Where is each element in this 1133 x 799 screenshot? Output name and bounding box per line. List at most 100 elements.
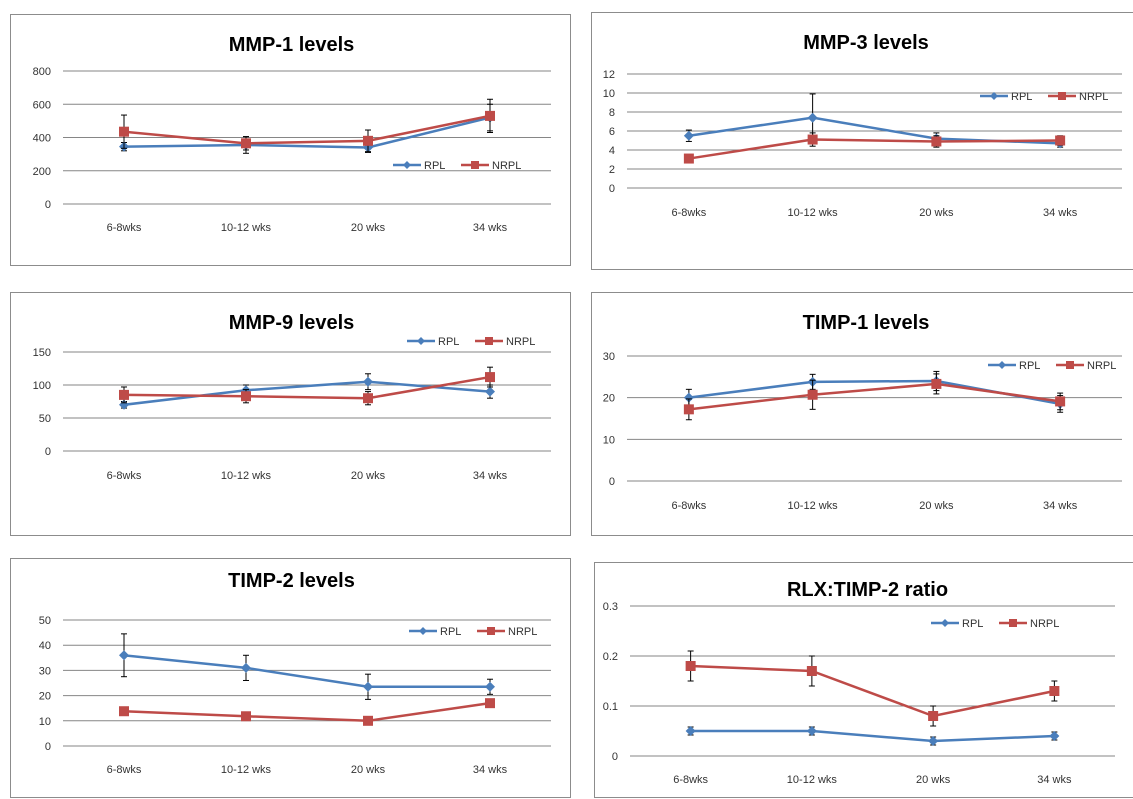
x-tick-label: 6-8wks (671, 207, 706, 219)
y-tick-label: 100 (33, 380, 51, 392)
chart-panel-mmp9: MMP-9 levels 0 50 100 150 6-8wks 10-12 wks 20 w… (10, 292, 571, 536)
y-tick-label: 200 (33, 166, 51, 178)
data-point-nrpl (807, 389, 818, 400)
y-tick-label: 10 (603, 434, 615, 446)
legend-marker-rpl (417, 337, 425, 345)
x-tick-label: 34 wks (1043, 207, 1078, 219)
x-tick-label: 6-8wks (107, 764, 142, 776)
x-tick-label: 34 wks (473, 764, 508, 776)
y-tick-label: 10 (603, 88, 615, 100)
data-point-nrpl (363, 393, 373, 404)
y-tick-label: 30 (603, 351, 615, 363)
data-point-rpl (683, 392, 694, 403)
y-tick-label: 30 (39, 665, 51, 677)
chart-title: TIMP-1 levels (803, 312, 930, 334)
x-tick-label: 34 wks (1037, 774, 1072, 786)
legend-label: NRPL (1079, 91, 1108, 103)
y-tick-label: 8 (609, 107, 615, 119)
data-point-nrpl (1055, 396, 1066, 407)
data-point-nrpl (241, 391, 251, 402)
y-tick-label: 0 (612, 751, 618, 763)
chart-title: MMP-1 levels (229, 34, 355, 56)
x-tick-label: 20 wks (919, 207, 954, 219)
data-point-rpl (1049, 731, 1060, 741)
y-tick-label: 4 (609, 145, 615, 157)
data-point-nrpl (363, 135, 373, 146)
data-point-nrpl (928, 711, 939, 721)
legend-marker-nrpl (485, 337, 493, 345)
legend-label: NRPL (1087, 360, 1116, 372)
chart-svg-timp2: TIMP-2 levels 0 10 20 30 40 50 6-8wks 10-12 wks 2… (39, 570, 551, 776)
chart-title: MMP-3 levels (803, 32, 929, 54)
data-point-nrpl (119, 389, 129, 400)
legend-label: NRPL (492, 160, 521, 172)
y-tick-label: 6 (609, 126, 615, 138)
y-tick-label: 0 (609, 476, 615, 488)
data-point-nrpl (485, 110, 495, 121)
legend-label: RPL (438, 336, 459, 348)
y-tick-label: 0 (45, 446, 51, 458)
legend-marker-nrpl (487, 627, 495, 635)
data-point-rpl (928, 736, 939, 746)
chart-title: MMP-9 levels (229, 312, 355, 334)
data-point-rpl (485, 681, 495, 692)
data-point-rpl (685, 726, 696, 736)
chart-svg-mmp3: MMP-3 levels 0 2 4 6 8 10 12 6-8wks 10-12 wks 20 w… (603, 32, 1122, 219)
x-tick-label: 20 wks (351, 470, 386, 482)
data-point-nrpl (119, 706, 129, 717)
y-tick-label: 0.3 (603, 601, 618, 613)
legend-label: NRPL (508, 626, 537, 638)
x-tick-label: 6-8wks (107, 222, 142, 234)
chart-title: TIMP-2 levels (228, 570, 355, 592)
series-line-rpl (123, 116, 491, 149)
chart-panel-timp2: TIMP-2 levels 0 10 20 30 40 50 6-8wks 10-12 wks 2… (10, 558, 571, 798)
data-point-nrpl (363, 715, 373, 726)
y-tick-label: 150 (33, 347, 51, 359)
legend-label: RPL (1011, 91, 1032, 103)
y-tick-label: 0.2 (603, 651, 618, 663)
data-point-nrpl (806, 666, 817, 676)
data-point-rpl (683, 130, 694, 141)
data-point-nrpl (241, 138, 251, 149)
y-tick-label: 800 (33, 66, 51, 78)
legend-marker-nrpl (1009, 619, 1017, 627)
y-tick-label: 2 (609, 164, 615, 176)
x-tick-label: 34 wks (473, 222, 508, 234)
chart-svg-rlx-timp2-ratio: RLX:TIMP-2 ratio 0 0.1 0.2 0.3 6-8wks 10-12 wk… (603, 579, 1115, 786)
data-point-rpl (363, 681, 373, 692)
chart-title: RLX:TIMP-2 ratio (787, 579, 948, 601)
data-point-rpl (485, 386, 495, 397)
series-line-rpl (123, 654, 490, 689)
data-point-nrpl (683, 404, 694, 415)
x-tick-label: 34 wks (473, 470, 508, 482)
y-tick-label: 12 (603, 69, 615, 81)
y-tick-label: 20 (39, 691, 51, 703)
data-point-nrpl (683, 153, 694, 164)
y-tick-label: 20 (603, 393, 615, 405)
series-line-nrpl (123, 114, 491, 145)
legend-label: RPL (962, 618, 983, 630)
data-point-nrpl (931, 378, 942, 389)
chart-panel-mmp3: MMP-3 levels 0 2 4 6 8 10 12 6-8wks 10-12 wks 20 w… (591, 12, 1133, 270)
series-line-nrpl (123, 701, 491, 723)
legend-label: NRPL (1030, 618, 1059, 630)
x-tick-label: 6-8wks (671, 500, 706, 512)
data-point-rpl (119, 650, 129, 661)
legend-marker-rpl (403, 161, 411, 169)
y-tick-label: 50 (39, 615, 51, 627)
series-line-nrpl (123, 375, 491, 400)
data-point-nrpl (1049, 686, 1060, 696)
chart-panel-rlx-timp2-ratio: RLX:TIMP-2 ratio 0 0.1 0.2 0.3 6-8wks 10-12 wk… (594, 562, 1133, 798)
legend-marker-rpl (419, 627, 427, 635)
chart-svg-timp1: TIMP-1 levels 0 10 20 30 6-8wks 10-12 wks 20 wk… (603, 312, 1122, 512)
legend-label: NRPL (506, 336, 535, 348)
x-tick-label: 20 wks (916, 774, 951, 786)
y-tick-label: 0.1 (603, 701, 618, 713)
x-tick-label: 34 wks (1043, 500, 1078, 512)
data-point-rpl (806, 726, 817, 736)
data-point-nrpl (807, 134, 818, 145)
legend-marker-nrpl (1066, 361, 1074, 369)
x-tick-label: 10-12 wks (221, 470, 272, 482)
series-line-nrpl (688, 382, 1061, 411)
chart-panel-mmp1: MMP-1 levels 0 200 400 600 800 6-8wks 10-12 wks… (10, 14, 571, 266)
